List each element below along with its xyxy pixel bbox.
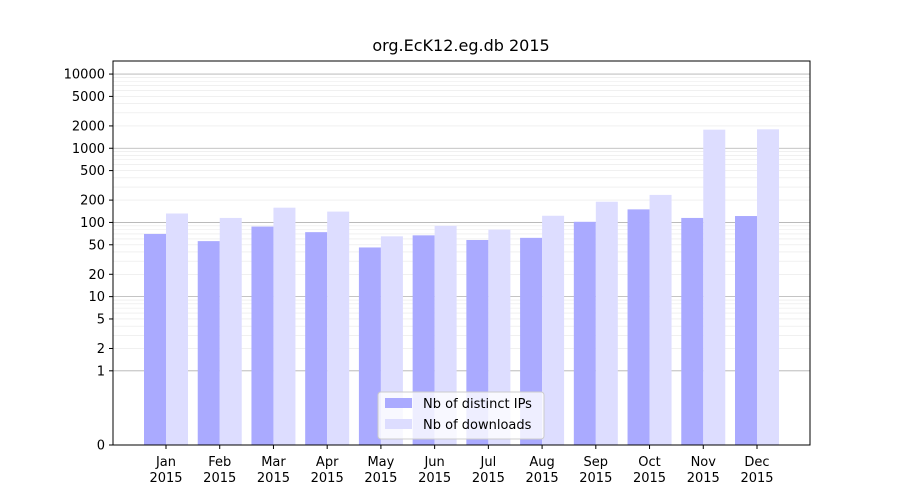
x-tick-label-year: 2015: [687, 471, 720, 486]
bar-distinct-ips: [144, 233, 166, 445]
x-tick-label-month: Dec: [744, 455, 769, 470]
x-tick-label-month: Jul: [480, 455, 497, 470]
bar-distinct-ips: [573, 221, 596, 445]
bar-downloads: [166, 213, 188, 445]
bar-downloads: [219, 217, 242, 445]
y-axis: 0 1 2 5 10 20 50 100 200 500 1000 2000 5000 10000: [64, 68, 113, 454]
x-tick-label-year: 2015: [526, 471, 559, 486]
bar-distinct-ips: [358, 247, 381, 445]
y-tick-label: 10: [88, 290, 105, 305]
y-tick-label: 5000: [72, 90, 105, 105]
legend-label-downloads: Nb of downloads: [423, 418, 532, 433]
x-tick-label-year: 2015: [633, 471, 666, 486]
legend-swatch-ips: [385, 398, 412, 408]
x-tick-label-month: Aug: [529, 455, 554, 470]
y-tick-label: 20: [88, 268, 105, 283]
x-tick-label-year: 2015: [311, 471, 344, 486]
x-tick-label-year: 2015: [149, 471, 182, 486]
plot-frame: [112, 60, 811, 446]
bar-distinct-ips: [305, 232, 328, 445]
bar-downloads: [273, 207, 296, 445]
y-tick-label: 50: [88, 238, 105, 253]
y-tick-label: 0: [97, 439, 105, 454]
bar-downloads: [327, 211, 350, 445]
y-tick-label: 500: [80, 164, 105, 179]
bar-downloads: [542, 215, 565, 445]
legend-label-ips: Nb of distinct IPs: [423, 397, 532, 412]
legend-box: [377, 391, 545, 440]
y-tick-label: 2: [97, 342, 105, 357]
x-tick-label-year: 2015: [257, 471, 290, 486]
y-tick-label: 200: [80, 194, 105, 209]
x-tick-label-month: Jun: [423, 455, 444, 470]
x-tick-label-month: Nov: [691, 455, 717, 470]
legend-swatch-downloads: [385, 419, 412, 429]
x-tick-label-year: 2015: [203, 471, 236, 486]
bar-distinct-ips: [681, 217, 704, 445]
bars: [144, 129, 779, 445]
x-tick-label-year: 2015: [472, 471, 505, 486]
x-tick-label-month: Oct: [638, 455, 660, 470]
x-tick-label-month: Feb: [208, 455, 231, 470]
bar-distinct-ips: [197, 241, 220, 445]
bar-downloads: [649, 194, 672, 445]
bar-distinct-ips: [735, 216, 757, 445]
x-tick-label-month: Mar: [261, 455, 286, 470]
y-tick-label: 5: [97, 312, 105, 327]
bar-downloads: [703, 129, 726, 445]
bar-downloads: [434, 225, 457, 445]
x-tick-label-month: May: [367, 455, 394, 470]
y-tick-label: 100: [80, 216, 105, 231]
y-tick-label: 1: [97, 364, 105, 379]
bar-downloads: [595, 201, 618, 445]
legend: Nb of distinct IPs Nb of downloads: [377, 391, 545, 440]
x-tick-label-month: Jan: [155, 455, 176, 470]
bar-distinct-ips: [627, 209, 650, 445]
x-tick-label-year: 2015: [740, 471, 773, 486]
bar-downloads: [757, 129, 779, 445]
x-tick-label-year: 2015: [364, 471, 397, 486]
x-tick-label-year: 2015: [418, 471, 451, 486]
x-tick-label-month: Sep: [584, 455, 609, 470]
y-tick-label: 10000: [64, 68, 105, 83]
bar-distinct-ips: [251, 226, 274, 445]
y-tick-label: 2000: [72, 119, 105, 134]
y-tick-label: 1000: [72, 142, 105, 157]
x-axis: Jan2015Feb2015Mar2015Apr2015May2015Jun20…: [149, 445, 774, 486]
x-tick-label-month: Apr: [316, 455, 339, 470]
x-tick-label-year: 2015: [579, 471, 612, 486]
chart-title: org.EcK12.eg.db 2015: [372, 36, 549, 55]
bar-downloads: [488, 229, 511, 445]
